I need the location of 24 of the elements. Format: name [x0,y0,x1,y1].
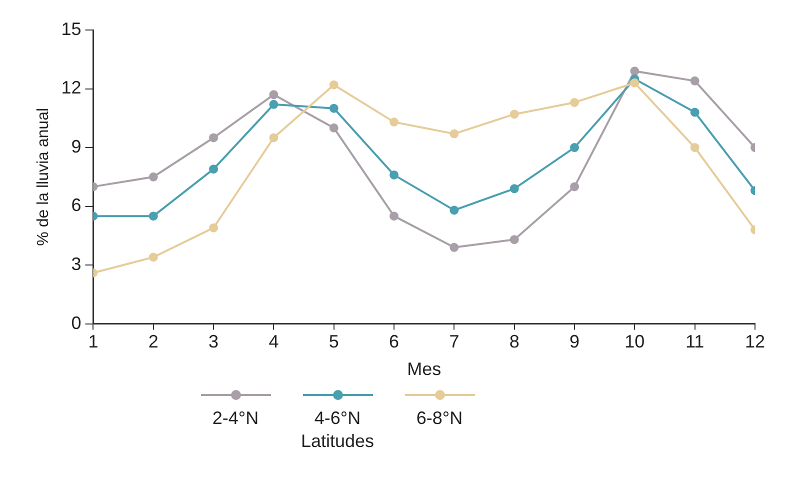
legend-title: Latitudes [300,431,376,452]
x-tick-label: 2 [148,332,158,352]
y-tick-label: 9 [71,136,82,156]
x-tick-label: 8 [509,332,520,352]
y-tick-label: 6 [71,195,82,216]
y-axis-title: % de la lluvia anual [35,108,52,246]
x-tick-label: 11 [685,332,704,352]
x-tick-label: 12 [744,332,766,352]
y-tick-label: 3 [71,254,82,274]
legend-label: 2-4°N [212,408,259,429]
x-axis-title: Mes [407,359,442,380]
y-tick-label: 0 [71,312,82,333]
y-tick-label: 15 [61,18,82,39]
x-tick-label: 9 [570,332,580,352]
x-tick-label: 10 [624,332,645,352]
x-tick-label: 3 [208,332,219,352]
legend-label: 4-6°N [314,408,361,429]
x-tick-label: 5 [328,332,339,352]
x-tick-label: 6 [389,332,400,352]
x-tick-label: 7 [449,332,460,352]
y-tick-label: 12 [61,78,82,98]
legend-label: 6-8°N [416,408,463,429]
x-tick-label: 4 [268,332,279,352]
x-tick-label: 1 [88,332,98,352]
